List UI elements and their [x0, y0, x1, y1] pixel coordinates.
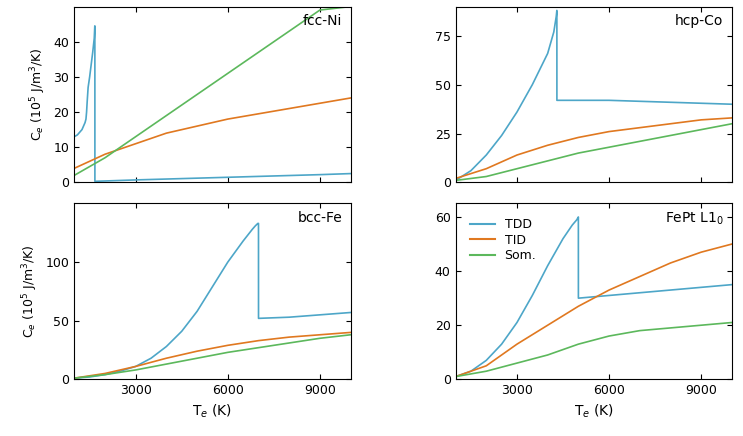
X-axis label: T$_e$ (K): T$_e$ (K) — [574, 403, 614, 420]
Text: hcp-Co: hcp-Co — [675, 14, 724, 27]
Text: FePt L1$_0$: FePt L1$_0$ — [665, 211, 724, 227]
X-axis label: T$_e$ (K): T$_e$ (K) — [192, 403, 233, 420]
Y-axis label: C$_e$ (10$^5$ J/m$^3$/K): C$_e$ (10$^5$ J/m$^3$/K) — [28, 48, 48, 141]
Legend: TDD, TID, Som.: TDD, TID, Som. — [464, 213, 542, 267]
Y-axis label: C$_e$ (10$^5$ J/m$^3$/K): C$_e$ (10$^5$ J/m$^3$/K) — [20, 245, 40, 338]
Text: fcc-Ni: fcc-Ni — [303, 14, 343, 27]
Text: bcc-Fe: bcc-Fe — [297, 211, 343, 225]
